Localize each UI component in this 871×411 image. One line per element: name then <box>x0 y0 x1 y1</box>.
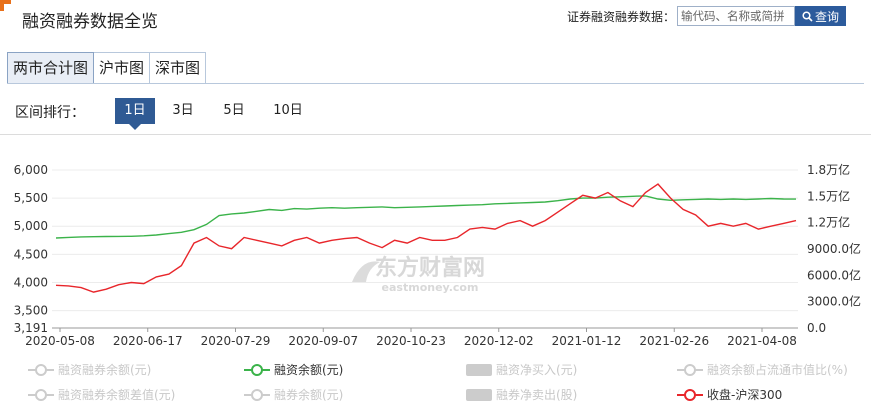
legend-financing-net-buy[interactable]: 融资净买入(元) <box>466 361 577 378</box>
legend-short-balance[interactable]: 融券余额(元) <box>244 386 343 403</box>
range-selected-caret <box>129 124 141 130</box>
range-label: 区间排行： <box>15 105 85 121</box>
y-right-tick-label: 6000.0亿 <box>807 267 861 282</box>
series-line-financing-balance <box>55 195 797 239</box>
y-right-tick-label: 0.0 <box>807 321 826 335</box>
legend-financing-balance-label: 融资余额(元) <box>274 363 344 377</box>
search-icon <box>802 10 813 22</box>
y-left-tick-label: 4,000 <box>14 275 48 289</box>
legend-margin-diff-label: 融资融券余额差值(元) <box>58 388 176 402</box>
legend-financing-ratio-label: 融资余额占流通市值比(%) <box>707 363 848 377</box>
tabs-underline <box>7 83 864 84</box>
title-bar: 融资融券数据全览 证券融资融券数据： 查询 <box>0 0 871 36</box>
search-input[interactable] <box>677 6 795 26</box>
legend-hs300-close-label: 收盘-沪深300 <box>707 388 783 402</box>
legend-hs300-close-symbol <box>677 388 703 401</box>
y-left-tick-label: 6,000 <box>14 163 48 177</box>
search-label: 证券融资融券数据： <box>567 10 676 24</box>
y-right-tick-label: 3000.0亿 <box>807 294 861 309</box>
legend-margin-balance[interactable]: 融资融券余额(元) <box>28 361 151 378</box>
range-option-3d[interactable]: 3日 <box>172 103 194 118</box>
legend-short-balance-symbol <box>244 388 270 401</box>
x-tick-label: 2020-09-07 <box>288 334 358 348</box>
watermark-logo-icon <box>352 261 380 282</box>
tab-shenzhen[interactable]: 深市图 <box>150 52 207 84</box>
section-divider <box>0 134 871 135</box>
x-tick-label: 2021-04-08 <box>727 334 797 348</box>
legend-financing-ratio-symbol <box>677 363 703 376</box>
legend-financing-balance-symbol <box>244 363 270 376</box>
y-left-tick-label: 5,500 <box>14 191 48 205</box>
tab-shanghai[interactable]: 沪市图 <box>94 52 151 84</box>
x-tick-label: 2020-10-23 <box>376 334 446 348</box>
legend-financing-net-buy-label: 融资净买入(元) <box>496 363 578 377</box>
y-right-tick-label: 1.2万亿 <box>807 215 850 230</box>
legend-margin-diff[interactable]: 融资融券余额差值(元) <box>28 386 175 403</box>
watermark-text: 东方财富网 <box>375 255 485 281</box>
y-right-tick-label: 1.8万亿 <box>807 162 850 177</box>
x-tick-label: 2020-06-17 <box>113 334 183 348</box>
x-tick-label: 2020-12-02 <box>464 334 534 348</box>
legend-short-balance-label: 融券余额(元) <box>274 388 344 402</box>
x-tick-label: 2021-01-12 <box>552 334 622 348</box>
search-button[interactable]: 查询 <box>795 6 846 26</box>
title-accent-corner <box>0 0 11 11</box>
y-right-tick-label: 1.5万亿 <box>807 188 850 203</box>
series-line-hs300-close <box>55 183 797 293</box>
legend-short-net-sell[interactable]: 融券净卖出(股) <box>466 386 577 403</box>
margin-trading-chart: 3,191 3,500 4,000 4,500 5,000 5,500 6,000 0.0 30… <box>14 162 861 348</box>
y-left-tick-label: 3,191 <box>14 321 48 335</box>
market-tabs: 两市合计图 沪市图 深市图 <box>7 52 207 84</box>
legend-short-net-sell-label: 融券净卖出(股) <box>496 388 578 402</box>
range-option-10d[interactable]: 10日 <box>273 103 303 118</box>
y-right-tick-label: 9000.0亿 <box>807 241 861 256</box>
range-option-5d[interactable]: 5日 <box>223 103 245 118</box>
range-option-1d[interactable]: 1日 <box>115 98 155 124</box>
legend-margin-diff-symbol <box>28 388 54 401</box>
legend-hs300-close[interactable]: 收盘-沪深300 <box>677 386 782 403</box>
legend-short-net-sell-symbol <box>466 388 492 401</box>
y-left-tick-label: 3,500 <box>14 304 48 318</box>
chart-legend: 融资融券余额(元) 融资余额(元) 融资净买入(元) 融资余额占流通市值比(%) 融资融… <box>0 352 871 411</box>
legend-financing-net-buy-symbol <box>466 363 492 376</box>
legend-financing-ratio[interactable]: 融资余额占流通市值比(%) <box>677 361 848 378</box>
y-left-tick-label: 5,000 <box>14 219 48 233</box>
search-button-label: 查询 <box>814 9 839 24</box>
x-tick-label: 2021-02-26 <box>639 334 709 348</box>
watermark-subtext: eastmoney.com <box>382 281 479 294</box>
legend-margin-balance-label: 融资融券余额(元) <box>58 363 152 377</box>
x-tick-label: 2020-07-29 <box>201 334 271 348</box>
x-tick-label: 2020-05-08 <box>25 334 95 348</box>
y-left-tick-label: 4,500 <box>14 247 48 261</box>
legend-margin-balance-symbol <box>28 363 54 376</box>
legend-financing-balance[interactable]: 融资余额(元) <box>244 361 343 378</box>
tab-two-markets[interactable]: 两市合计图 <box>7 52 95 84</box>
page-title: 融资融券数据全览 <box>22 12 158 32</box>
